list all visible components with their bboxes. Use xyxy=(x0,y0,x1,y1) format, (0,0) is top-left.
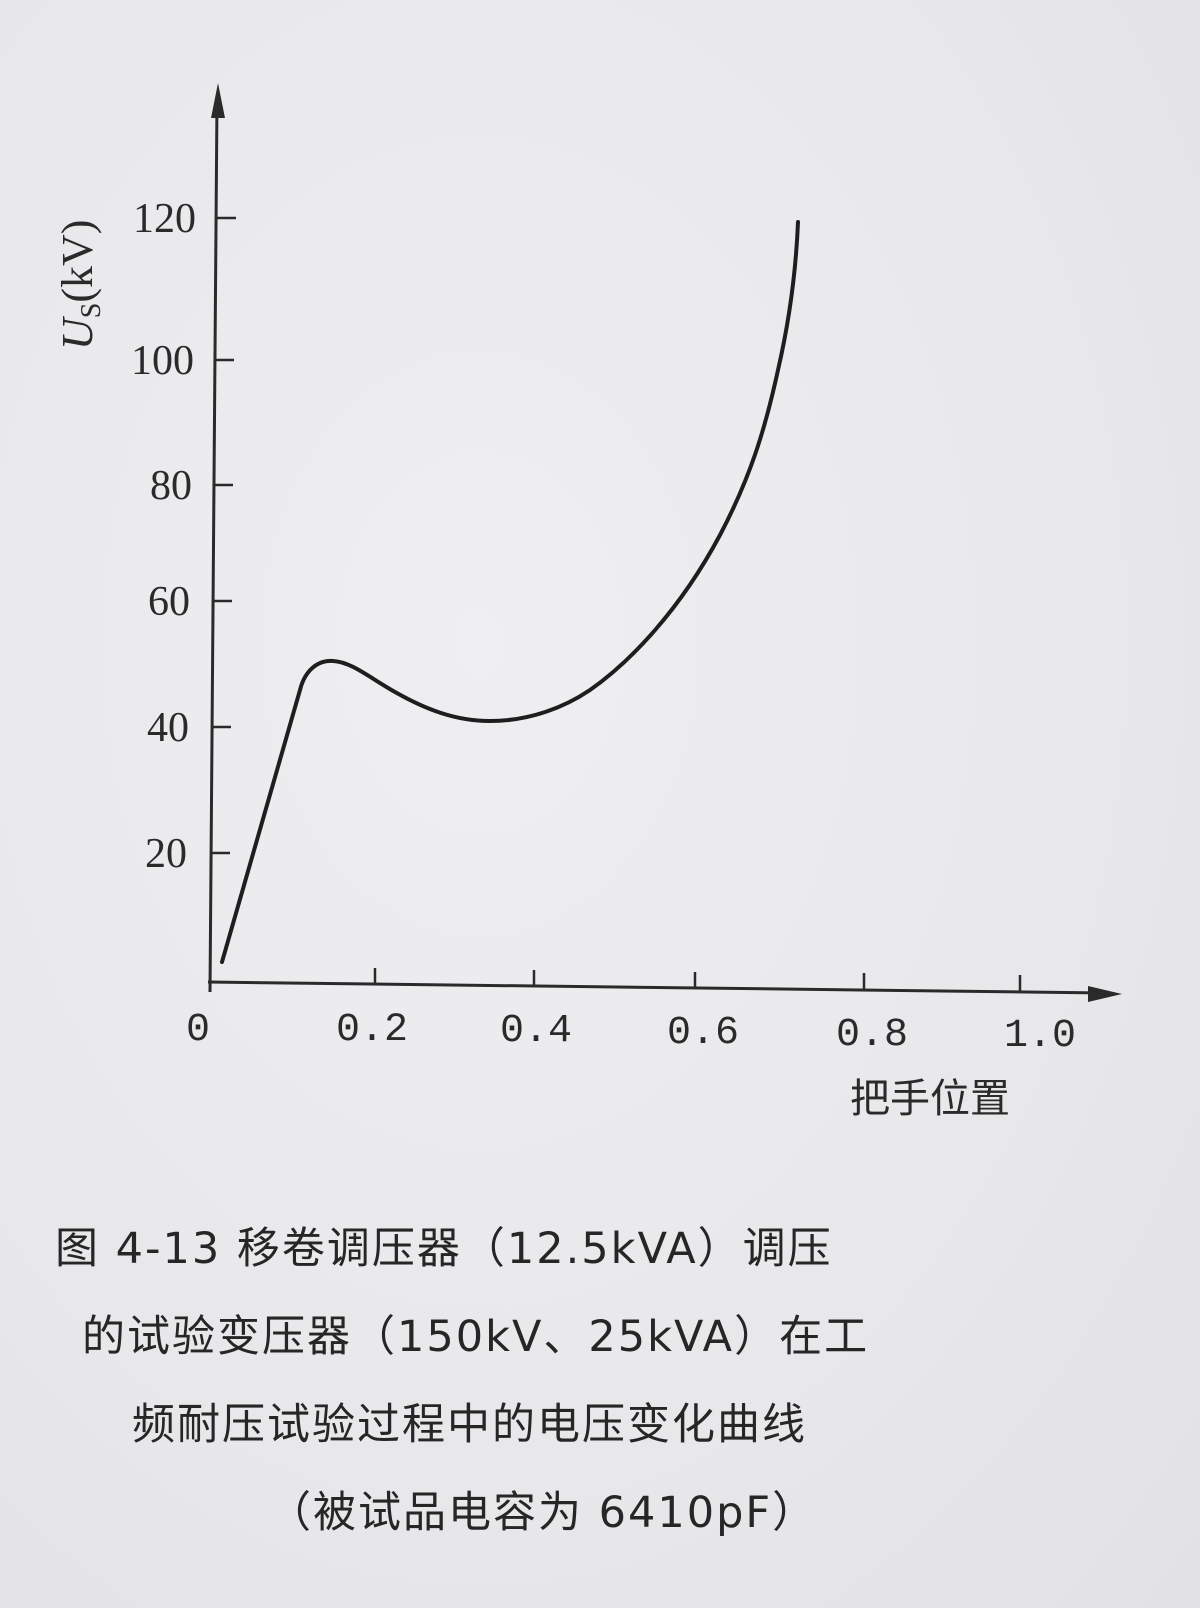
x-axis-label: 把手位置 xyxy=(850,1076,1010,1122)
y-tick-label: 80 xyxy=(150,463,192,509)
y-tick-label: 40 xyxy=(147,705,189,751)
figure-caption: 图 4-13 移卷调压器（12.5kVA）调压 的试验变压器（150kV、25k… xyxy=(0,1205,1200,1557)
x-tick-label: 0.6 xyxy=(667,1011,739,1056)
voltage-curve xyxy=(220,220,800,964)
caption-line: 频耐压试验过程中的电压变化曲线 xyxy=(132,1400,807,1450)
x-tick-label: 0 xyxy=(186,1008,210,1053)
caption-line: 的试验变压器（150kV、25kVA）在工 xyxy=(82,1312,870,1362)
caption-line: （被试品电容为 6410pF） xyxy=(268,1488,818,1538)
caption-line: 图 4-13 移卷调压器（12.5kVA）调压 xyxy=(55,1224,833,1274)
y-tick-label: 20 xyxy=(145,831,187,877)
y-tick-label: 60 xyxy=(148,579,190,625)
y-axis xyxy=(208,99,219,993)
y-tick-label: 100 xyxy=(131,338,194,384)
svg-text:US(kV): US(kV) xyxy=(53,220,107,350)
x-axis xyxy=(207,980,1106,995)
y-axis-label: US(kV) xyxy=(53,220,107,350)
y-tick-label: 120 xyxy=(133,196,196,242)
x-tick-label: 0.8 xyxy=(836,1013,908,1058)
y-ticks xyxy=(211,216,236,855)
x-tick-label: 0.2 xyxy=(336,1008,408,1053)
chart: 120 100 80 60 40 20 0 0.2 0.4 0.6 0.8 1.… xyxy=(53,83,1122,1122)
x-tick-label: 1.0 xyxy=(1004,1014,1076,1059)
x-ticks xyxy=(373,968,1022,992)
x-axis-arrow-icon xyxy=(1088,986,1122,1002)
x-tick-label: 0.4 xyxy=(500,1009,572,1054)
y-axis-arrow-icon xyxy=(211,83,225,118)
